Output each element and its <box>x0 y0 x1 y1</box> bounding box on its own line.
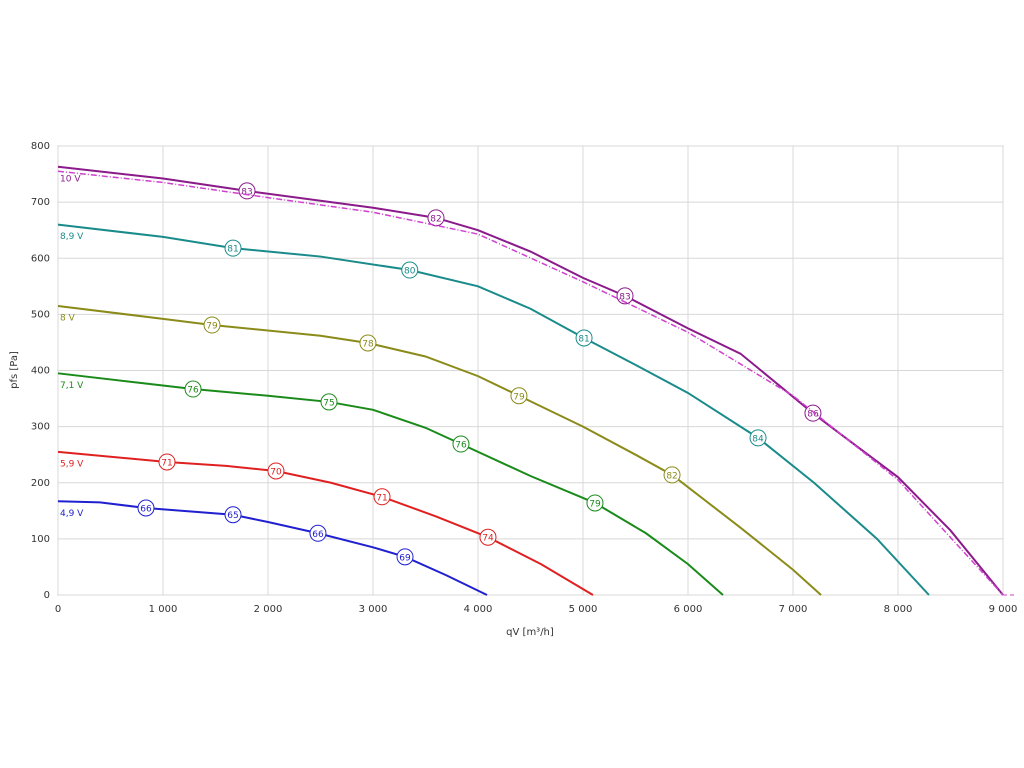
marker <box>224 239 242 257</box>
curve <box>57 170 1004 596</box>
marker <box>373 488 391 506</box>
x-tick-label: 2 000 <box>254 604 283 615</box>
y-tick-label: 300 <box>31 422 50 433</box>
marker-label: 74 <box>482 534 494 544</box>
y-tick-label: 500 <box>31 309 50 320</box>
marker-label: 86 <box>807 410 819 420</box>
marker <box>203 316 221 334</box>
y-tick-label: 600 <box>31 253 50 264</box>
x-tick-label: 9 000 <box>989 604 1018 615</box>
marker-label: 66 <box>312 530 324 540</box>
curve <box>57 372 724 596</box>
legend-label: 7,1 V <box>60 381 84 391</box>
marker <box>224 506 242 524</box>
marker-label: 84 <box>752 434 764 444</box>
y-tick-label: 700 <box>31 197 50 208</box>
marker <box>359 334 377 352</box>
marker-label: 71 <box>376 493 387 503</box>
marker-label: 79 <box>206 322 218 332</box>
marker <box>663 466 681 484</box>
legend-label: 4,9 V <box>60 509 84 519</box>
legend-label: 5,9 V <box>60 459 84 469</box>
y-tick-label: 100 <box>31 534 50 545</box>
x-tick-label: 4 000 <box>464 604 493 615</box>
x-tick-label: 8 000 <box>884 604 913 615</box>
x-tick-label: 5 000 <box>569 604 598 615</box>
marker-label: 75 <box>323 398 334 408</box>
y-axis-title: pfs [Pa] <box>9 351 20 389</box>
marker <box>479 528 497 546</box>
y-tick-label: 0 <box>44 590 50 601</box>
marker-label: 66 <box>140 505 152 515</box>
x-tick-label: 1 000 <box>149 604 178 615</box>
marker <box>510 387 528 405</box>
curve <box>57 304 822 596</box>
marker-label: 82 <box>430 214 441 224</box>
marker <box>309 524 327 542</box>
marker <box>396 548 414 566</box>
legend-label: 8 V <box>60 313 76 323</box>
y-tick-label: 400 <box>31 366 50 377</box>
marker-label: 82 <box>666 471 677 481</box>
marker-label: 65 <box>227 511 238 521</box>
marker-label: 71 <box>161 458 172 468</box>
marker <box>452 435 470 453</box>
y-tick-label: 800 <box>31 141 50 152</box>
marker <box>238 182 256 200</box>
marker-label: 81 <box>578 334 589 344</box>
marker <box>267 462 285 480</box>
marker <box>575 329 593 347</box>
curve <box>57 450 594 596</box>
curve <box>57 223 930 596</box>
marker-label: 83 <box>619 292 630 302</box>
legend-label: 8,9 V <box>60 232 84 242</box>
x-tick-label: 0 <box>55 604 61 615</box>
legend-label: 10 V <box>60 174 81 184</box>
x-tick-label: 6 000 <box>674 604 703 615</box>
marker <box>137 499 155 517</box>
marker <box>616 287 634 305</box>
marker <box>749 429 767 447</box>
marker <box>158 453 176 471</box>
marker-label: 81 <box>227 245 238 255</box>
marker <box>184 380 202 398</box>
marker <box>401 261 419 279</box>
marker-label: 80 <box>404 267 416 277</box>
x-tick-label: 7 000 <box>779 604 808 615</box>
marker-label: 78 <box>362 339 374 349</box>
curve <box>57 500 488 596</box>
x-axis-title: qV [m³/h] <box>506 627 554 638</box>
marker-label: 70 <box>270 467 282 477</box>
marker-label: 79 <box>513 392 525 402</box>
x-tick-label: 3 000 <box>359 604 388 615</box>
curve <box>57 165 1004 596</box>
y-tick-label: 200 <box>31 478 50 489</box>
marker <box>586 494 604 512</box>
marker-label: 76 <box>187 386 199 396</box>
marker-label: 76 <box>455 441 467 451</box>
marker-label: 69 <box>399 553 411 563</box>
marker-label: 83 <box>241 187 252 197</box>
marker-label: 79 <box>589 499 601 509</box>
marker <box>320 393 338 411</box>
